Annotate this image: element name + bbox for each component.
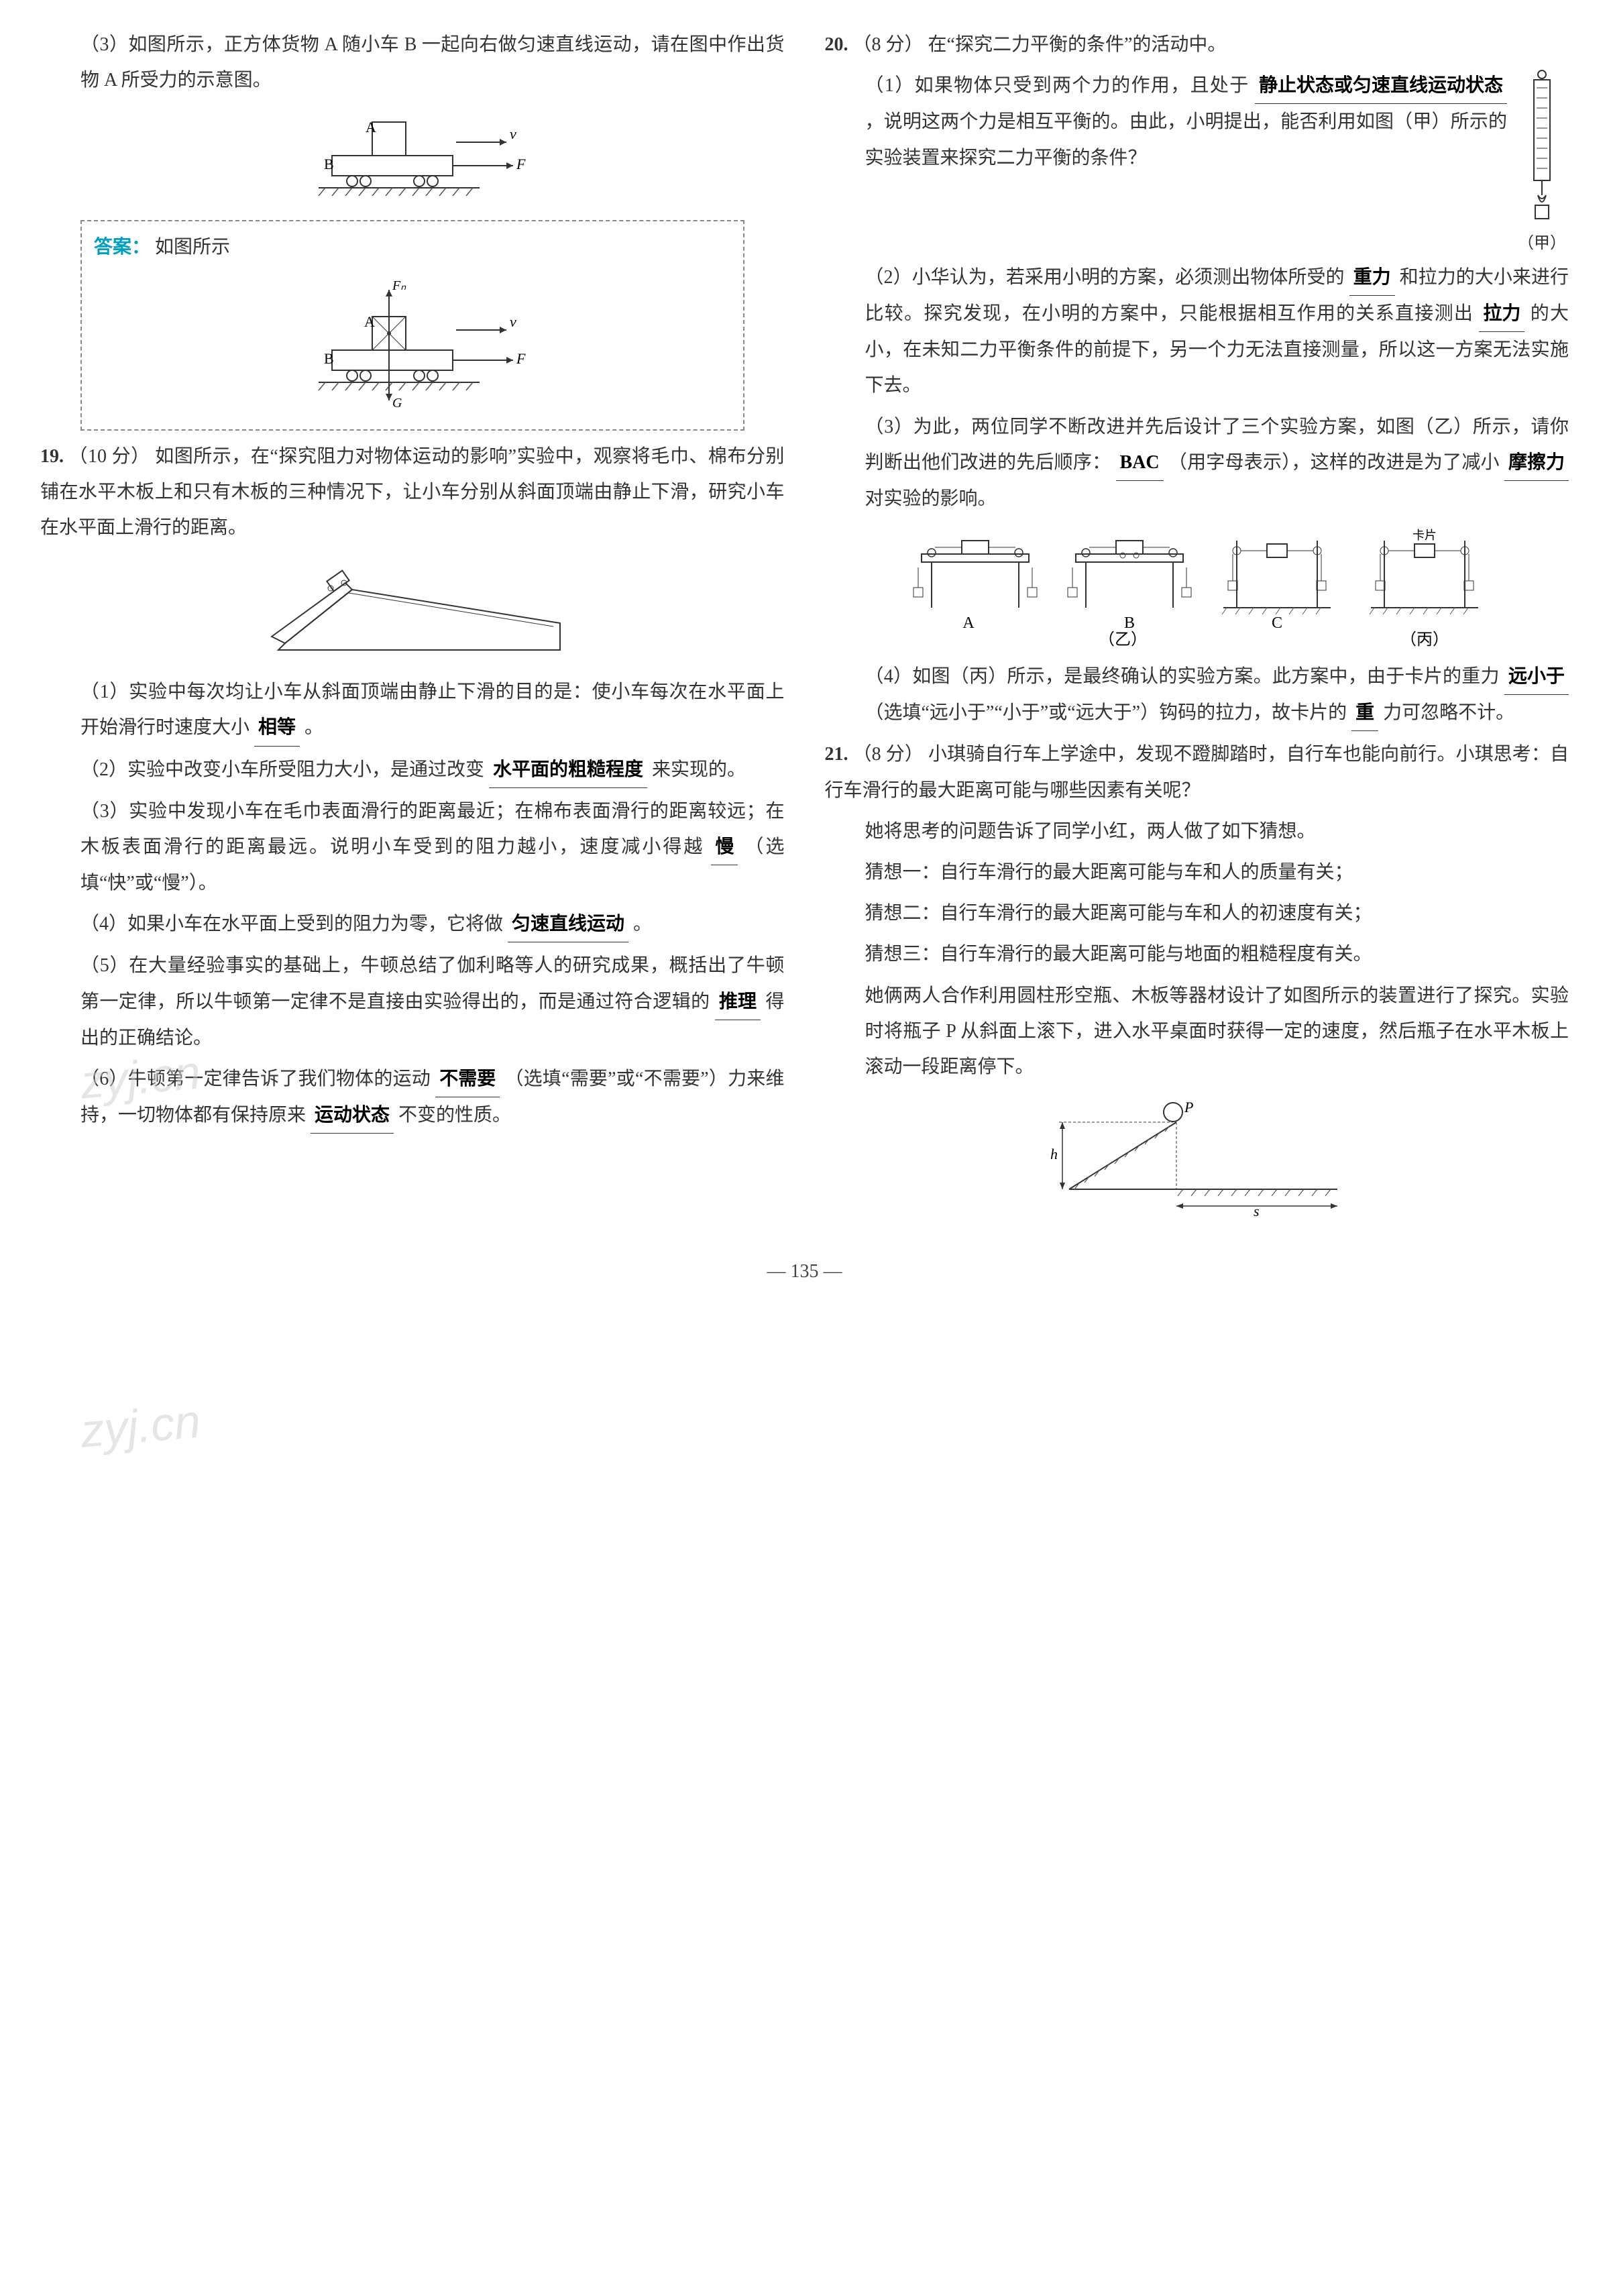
svg-text:A: A xyxy=(364,313,375,330)
svg-text:s: s xyxy=(1254,1203,1260,1216)
figure-cart-original: A B v xyxy=(40,109,785,209)
q19-5: （5）在大量经验事实的基础上，牛顿总结了伽利略等人的研究成果，概括出了牛顿第一定… xyxy=(40,948,785,1056)
q19-1-ans: 相等 xyxy=(254,710,300,746)
svg-text:（乙）: （乙） xyxy=(1099,631,1147,648)
figure-cart-answer: A B xyxy=(94,276,731,411)
q21-b: 她俩两人合作利用圆柱形空瓶、木板等器材设计了如图所示的装置进行了探究。实验时将瓶… xyxy=(825,978,1569,1085)
q19-num: 19. xyxy=(40,446,64,467)
q19-stem: 如图所示，在“探究阻力对物体运动的影响”实验中，观察将毛巾、棉布分别铺在水平木板… xyxy=(40,446,785,538)
q21-a: 她将思考的问题告诉了同学小红，两人做了如下猜想。 xyxy=(825,814,1569,849)
answer-label: 答案： xyxy=(94,237,150,258)
figure-ramp xyxy=(40,556,785,663)
q19-2: （2）实验中改变小车所受阻力大小，是通过改变 水平面的粗糙程度 来实现的。 xyxy=(40,752,785,788)
q19-3-ans: 慢 xyxy=(711,829,738,865)
q20-4: （4）如图（丙）所示，是最终确认的实验方案。此方案中，由于卡片的重力 远小于 （… xyxy=(825,659,1569,731)
q19-6-ans1: 不需要 xyxy=(435,1061,500,1097)
answer-box: 答案： 如图所示 A B xyxy=(80,220,744,430)
figure-bottle-ramp: P h s xyxy=(825,1095,1569,1216)
q19: 19. （10 分） 如图所示，在“探究阻力对物体运动的影响”实验中，观察将毛巾… xyxy=(40,439,785,546)
q18-3-text: （3）如图所示，正方体货物 A 随小车 B 一起向右做匀速直线运动，请在图中作出… xyxy=(40,27,785,98)
q19-6-ans2: 运动状态 xyxy=(311,1097,394,1134)
svg-text:C: C xyxy=(1272,614,1282,632)
answer-text: 如图所示 xyxy=(155,237,230,258)
q19-6: （6）牛顿第一定律告诉了我们物体的运动 不需要 （选填“需要”或“不需要”）力来… xyxy=(40,1061,785,1134)
q20-stem: 在“探究二力平衡的条件”的活动中。 xyxy=(928,34,1227,55)
svg-text:v: v xyxy=(510,313,516,330)
q21-num: 21. xyxy=(825,744,848,765)
q20-4-ans2: 重 xyxy=(1351,695,1378,731)
q19-4-ans: 匀速直线运动 xyxy=(508,906,628,942)
svg-text:卡片: 卡片 xyxy=(1412,529,1437,542)
svg-text:A: A xyxy=(963,614,975,632)
label-B: B xyxy=(324,156,334,172)
svg-text:（丙）: （丙） xyxy=(1400,631,1449,648)
q21-g3: 猜想三：自行车滑行的最大距离可能与地面的粗糙程度有关。 xyxy=(825,936,1569,972)
left-column: （3）如图所示，正方体货物 A 随小车 B 一起向右做匀速直线运动，请在图中作出… xyxy=(40,27,785,1227)
q20-pts: （8 分） xyxy=(853,34,924,55)
q20-2-ans1: 重力 xyxy=(1349,260,1395,296)
label-jia: （甲） xyxy=(1515,229,1569,260)
watermark-icon: zyj.cn xyxy=(77,1376,205,1476)
svg-text:B: B xyxy=(324,350,334,367)
q19-5-ans: 推理 xyxy=(715,984,761,1020)
svg-text:Fₙ: Fₙ xyxy=(392,278,406,293)
svg-text:P: P xyxy=(1184,1099,1193,1115)
q19-3: （3）实验中发现小车在毛巾表面滑行的距离最近；在棉布表面滑行的距离较远；在木板表… xyxy=(40,794,785,901)
svg-text:G: G xyxy=(392,396,402,411)
q21-g2: 猜想二：自行车滑行的最大距离可能与车和人的初速度有关； xyxy=(825,895,1569,931)
right-column: 20. （8 分） 在“探究二力平衡的条件”的活动中。 （1）如果物体只受到两个… xyxy=(825,27,1569,1227)
label-A: A xyxy=(366,119,376,135)
q20-2: （2）小华认为，若采用小明的方案，必须测出物体所受的 重力 和拉力的大小来进行比… xyxy=(825,260,1569,404)
q19-4: （4）如果小车在水平面上受到的阻力为零，它将做 匀速直线运动 。 xyxy=(40,906,785,942)
q21-g1: 猜想一：自行车滑行的最大距离可能与车和人的质量有关； xyxy=(825,855,1569,890)
figure-tables: 卡片 A B C （乙） （丙） xyxy=(825,527,1569,648)
q20-3-ans2: 摩擦力 xyxy=(1504,445,1569,481)
figure-spring-scale: （甲） xyxy=(1515,68,1569,260)
q19-2-ans: 水平面的粗糙程度 xyxy=(489,752,647,788)
q19-1: （1）实验中每次均让小车从斜面顶端由静止下滑的目的是：使小车每次在水平面上开始滑… xyxy=(40,674,785,746)
q20-1-ans: 静止状态或匀速直线运动状态 xyxy=(1255,68,1507,104)
label-F: F xyxy=(516,156,526,172)
label-v: v xyxy=(510,125,516,142)
q21-stem: 小琪骑自行车上学途中，发现不蹬脚踏时，自行车也能向前行。小琪思考：自行车滑行的最… xyxy=(825,744,1569,800)
q21: 21. （8 分） 小琪骑自行车上学途中，发现不蹬脚踏时，自行车也能向前行。小琪… xyxy=(825,736,1569,808)
q20-1: （1）如果物体只受到两个力的作用，且处于 静止状态或匀速直线运动状态 ，说明这两… xyxy=(825,68,1508,176)
svg-text:B: B xyxy=(1124,614,1135,632)
svg-text:F: F xyxy=(516,350,526,367)
page-number: — 135 — xyxy=(40,1254,1569,1289)
q20-num: 20. xyxy=(825,34,848,55)
q20-4-ans1: 远小于 xyxy=(1504,659,1569,695)
q20-3: （3）为此，两位同学不断改进并先后设计了三个实验方案，如图（乙）所示，请你判断出… xyxy=(825,409,1569,517)
q20-2-ans2: 拉力 xyxy=(1479,296,1524,332)
q20: 20. （8 分） 在“探究二力平衡的条件”的活动中。 xyxy=(825,27,1569,62)
q20-3-ans1: BAC xyxy=(1116,445,1164,481)
svg-text:h: h xyxy=(1050,1146,1058,1162)
q21-pts: （8 分） xyxy=(853,744,924,765)
q19-pts: （10 分） xyxy=(69,446,150,467)
